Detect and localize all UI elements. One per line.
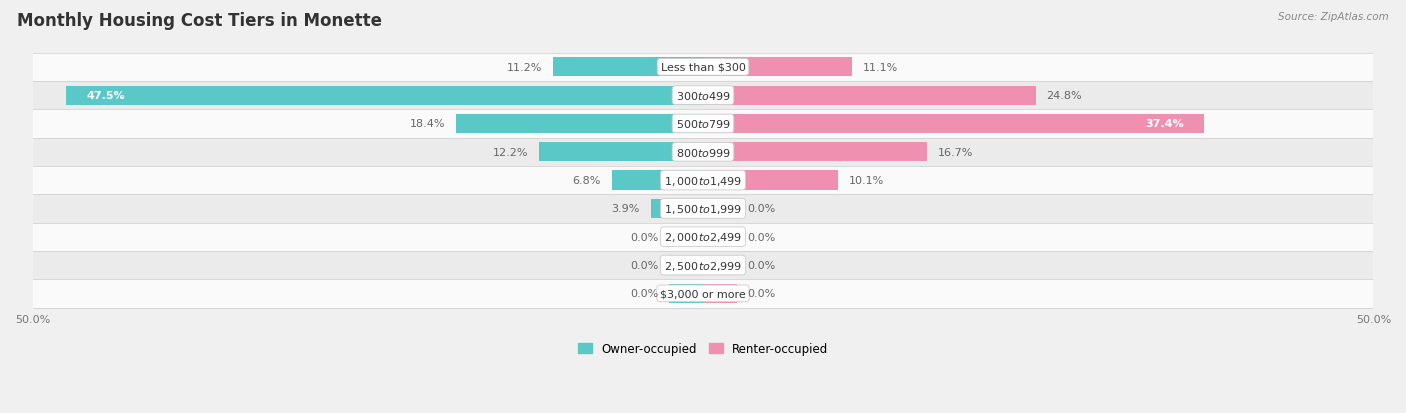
Bar [669,228,703,247]
Bar [651,199,703,218]
Bar [703,284,737,303]
Bar [32,251,1374,280]
Bar [703,228,737,247]
Text: 0.0%: 0.0% [630,289,659,299]
Bar [703,86,1035,105]
Text: 11.1%: 11.1% [862,63,898,73]
Text: 0.0%: 0.0% [747,232,776,242]
Legend: Owner-occupied, Renter-occupied: Owner-occupied, Renter-occupied [572,337,834,360]
Bar [703,143,927,162]
Bar [32,82,1374,110]
Text: $500 to $799: $500 to $799 [675,118,731,130]
Bar [32,138,1374,166]
Bar [540,143,703,162]
Bar [32,166,1374,195]
Text: $300 to $499: $300 to $499 [675,90,731,102]
Text: 0.0%: 0.0% [630,261,659,271]
Bar [66,86,703,105]
Text: 0.0%: 0.0% [747,261,776,271]
Bar [703,256,737,275]
Text: 37.4%: 37.4% [1146,119,1184,129]
Text: 6.8%: 6.8% [572,176,602,186]
Text: 47.5%: 47.5% [86,91,125,101]
Text: $3,000 or more: $3,000 or more [661,289,745,299]
Text: $2,000 to $2,499: $2,000 to $2,499 [664,231,742,244]
Text: $2,500 to $2,999: $2,500 to $2,999 [664,259,742,272]
Text: Monthly Housing Cost Tiers in Monette: Monthly Housing Cost Tiers in Monette [17,12,382,30]
Bar [703,199,737,218]
Bar [703,58,852,77]
Text: 12.2%: 12.2% [494,147,529,157]
Bar [32,54,1374,82]
Text: $1,000 to $1,499: $1,000 to $1,499 [664,174,742,187]
Text: 3.9%: 3.9% [612,204,640,214]
Bar [553,58,703,77]
Bar [703,114,1205,134]
Text: $800 to $999: $800 to $999 [675,147,731,159]
Bar [669,284,703,303]
Text: 18.4%: 18.4% [411,119,446,129]
Text: Less than $300: Less than $300 [661,63,745,73]
Bar [457,114,703,134]
Text: $1,500 to $1,999: $1,500 to $1,999 [664,202,742,216]
Text: 0.0%: 0.0% [630,232,659,242]
Bar [32,223,1374,251]
Bar [32,110,1374,138]
Bar [612,171,703,190]
Text: 10.1%: 10.1% [849,176,884,186]
Bar [32,195,1374,223]
Text: 0.0%: 0.0% [747,289,776,299]
Bar [703,171,838,190]
Text: 0.0%: 0.0% [747,204,776,214]
Bar [32,280,1374,308]
Text: 24.8%: 24.8% [1046,91,1081,101]
Bar [669,256,703,275]
Text: 16.7%: 16.7% [938,147,973,157]
Text: 11.2%: 11.2% [506,63,543,73]
Text: Source: ZipAtlas.com: Source: ZipAtlas.com [1278,12,1389,22]
